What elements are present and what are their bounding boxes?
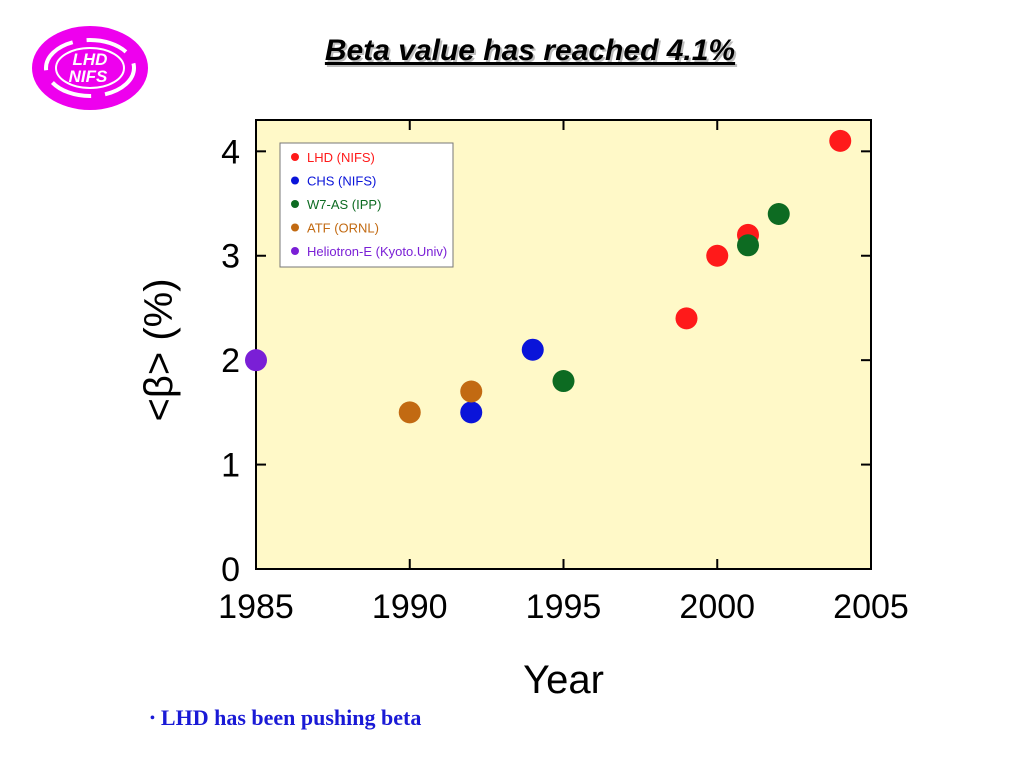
legend: LHD (NIFS) CHS (NIFS) W7-AS (IPP) ATF (ORNL… <box>279 142 454 268</box>
data-point-series2-2002 <box>767 202 790 225</box>
data-points <box>245 129 852 424</box>
logo-text-bottom: NIFS <box>69 67 108 86</box>
y-tick-label-4: 4 <box>221 133 240 171</box>
beta-scatter-chart: 1985 1990 1995 2000 2005 0 1 2 3 4 Year <β> (%) L… <box>137 119 909 700</box>
legend-marker-1 <box>291 176 299 185</box>
data-point-series3-1990 <box>398 401 421 424</box>
axis-tick-labels: 1985 1990 1995 2000 2005 0 1 2 3 4 <box>218 133 909 626</box>
data-point-series4-1985 <box>245 349 267 372</box>
x-tick-label-1995: 1995 <box>526 588 602 626</box>
bullet-icon: • <box>150 711 155 726</box>
data-point-series1-1992 <box>460 401 483 424</box>
bullet-point: • LHD has been pushing beta <box>150 705 421 731</box>
legend-box <box>279 142 454 268</box>
x-axis-label: Year <box>523 658 604 700</box>
y-axis-label: <β> (%) <box>137 278 181 421</box>
legend-label-0: LHD (NIFS) <box>307 150 375 165</box>
logo-text-top: LHD <box>73 50 108 69</box>
lhd-nifs-logo: LHD NIFS <box>32 26 148 110</box>
legend-label-2: W7-AS (IPP) <box>307 197 381 212</box>
data-point-series3-1992 <box>460 380 483 403</box>
slide-title: Beta value has reached 4.1% <box>324 34 736 67</box>
legend-marker-4 <box>291 247 299 255</box>
data-point-series2-1995 <box>552 370 575 393</box>
data-point-series0-2000 <box>706 244 729 267</box>
x-tick-label-1985: 1985 <box>218 588 294 626</box>
data-point-series2-2001 <box>737 234 759 257</box>
x-tick-label-1990: 1990 <box>372 588 448 626</box>
x-tick-label-2000: 2000 <box>679 588 755 626</box>
y-tick-label-0: 0 <box>221 551 240 589</box>
data-point-series1-1994 <box>521 338 544 361</box>
legend-label-3: ATF (ORNL) <box>307 221 379 236</box>
y-tick-label-3: 3 <box>221 238 240 276</box>
axis-ticks <box>255 120 872 570</box>
y-tick-label-2: 2 <box>221 342 240 380</box>
legend-label-4: Heliotron-E (Kyoto.Univ) <box>307 244 447 259</box>
y-tick-label-1: 1 <box>221 447 240 485</box>
legend-marker-3 <box>291 223 299 232</box>
legend-label-1: CHS (NIFS) <box>307 174 376 189</box>
legend-marker-0 <box>291 153 299 161</box>
data-point-series0-1999 <box>675 307 698 330</box>
bullet-text: LHD has been pushing beta <box>160 705 422 730</box>
data-point-series0-2004 <box>829 129 852 152</box>
x-tick-label-2005: 2005 <box>833 588 909 626</box>
legend-marker-2 <box>291 200 299 208</box>
